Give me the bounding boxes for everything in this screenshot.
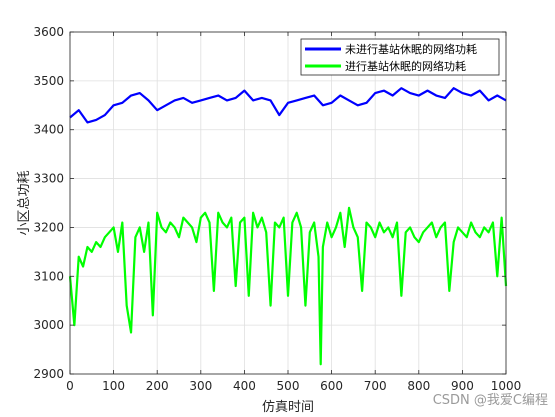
legend-label-series-1: 未进行基站休眠的网络功耗 bbox=[345, 42, 477, 56]
x-tick-label: 900 bbox=[451, 379, 474, 393]
legend-box bbox=[300, 38, 500, 76]
y-tick-label: 3300 bbox=[33, 172, 64, 186]
watermark-text: CSDN @我爱C编程 bbox=[433, 393, 548, 408]
x-tick-label: 100 bbox=[102, 379, 125, 393]
y-tick-label: 3500 bbox=[33, 74, 64, 88]
y-tick-label: 3600 bbox=[33, 25, 64, 39]
y-tick-label: 3400 bbox=[33, 123, 64, 137]
y-tick-label: 3200 bbox=[33, 220, 64, 234]
y-axis: 2900 3000 3100 3200 3300 3400 3500 3600 bbox=[33, 25, 506, 381]
x-tick-label: 600 bbox=[320, 379, 343, 393]
x-axis: 0 100 200 300 400 500 600 700 800 900 1000 bbox=[66, 32, 521, 393]
x-tick-label: 300 bbox=[189, 379, 212, 393]
x-tick-label: 0 bbox=[66, 379, 74, 393]
x-tick-label: 800 bbox=[407, 379, 430, 393]
legend: 未进行基站休眠的网络功耗 进行基站休眠的网络功耗 bbox=[300, 38, 500, 76]
x-tick-label: 200 bbox=[146, 379, 169, 393]
y-tick-label: 2900 bbox=[33, 367, 64, 381]
legend-label-series-2: 进行基站休眠的网络功耗 bbox=[345, 59, 466, 73]
y-axis-label: 小区总功耗 bbox=[17, 170, 32, 235]
y-tick-label: 3000 bbox=[33, 318, 64, 332]
series-line-1 bbox=[69, 87, 507, 124]
x-tick-label: 1000 bbox=[491, 379, 522, 393]
x-axis-label: 仿真时间 bbox=[262, 400, 314, 415]
y-tick-label: 3100 bbox=[33, 269, 64, 283]
series-line-2 bbox=[68, 206, 508, 366]
x-tick-label: 700 bbox=[364, 379, 387, 393]
series-layer bbox=[68, 87, 508, 366]
x-tick-label: 500 bbox=[277, 379, 300, 393]
x-tick-label: 400 bbox=[233, 379, 256, 393]
